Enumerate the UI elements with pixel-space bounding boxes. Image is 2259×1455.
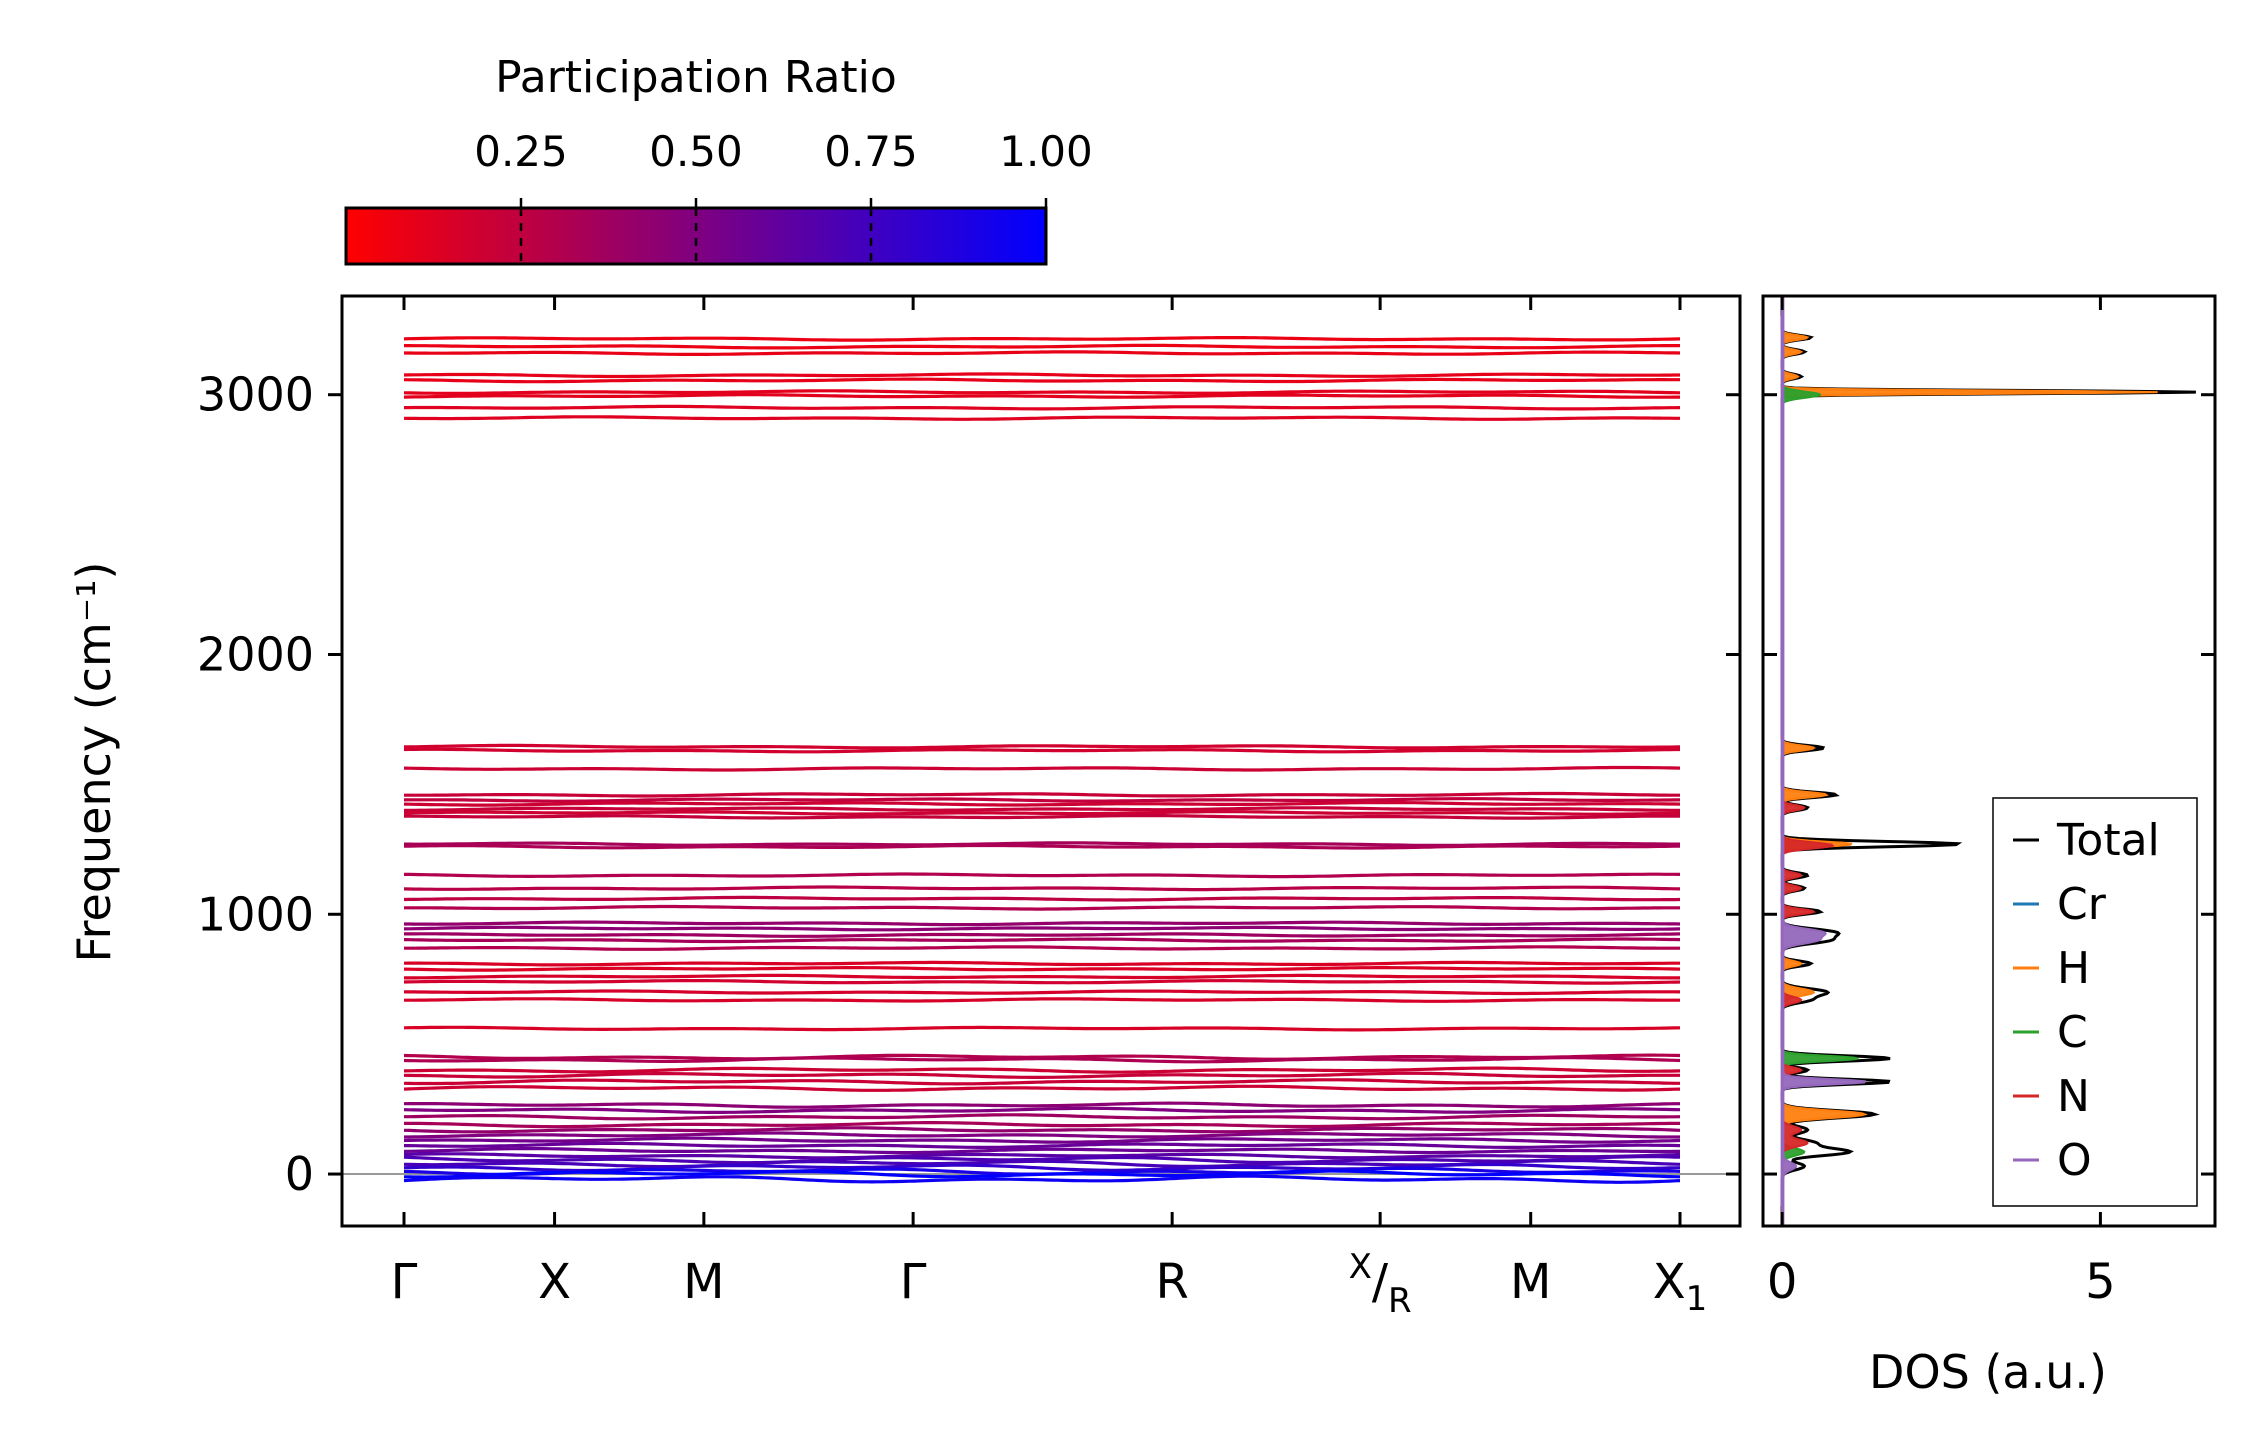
band-line xyxy=(403,415,1680,421)
band-line xyxy=(404,904,1680,911)
band-line xyxy=(404,932,1681,938)
colorbar-tick-label: 1.00 xyxy=(999,127,1093,176)
band-line xyxy=(403,966,1681,972)
band-line xyxy=(403,747,1680,754)
band-line xyxy=(404,989,1681,996)
dos-x-tick-label: 0 xyxy=(1767,1254,1798,1310)
band-line xyxy=(403,389,1681,395)
band-line xyxy=(404,997,1680,1003)
band-line xyxy=(403,1056,1681,1064)
band-line xyxy=(403,1106,1681,1114)
x-tick-label: Γ xyxy=(900,1254,927,1310)
band-line xyxy=(404,814,1680,820)
x-tick-label-part: X xyxy=(1349,1247,1372,1287)
x-tick-label: Γ xyxy=(391,1254,418,1310)
band-line xyxy=(404,343,1680,350)
colorbar: Participation Ratio 0.25 0.50 0.75 1.00 xyxy=(344,52,1093,266)
band-line xyxy=(404,806,1680,812)
x-tick-label-part: 1 xyxy=(1686,1279,1708,1319)
dos-plot-frame xyxy=(1761,294,2217,1228)
band-line xyxy=(403,843,1680,850)
band-line xyxy=(403,1147,1680,1155)
band-line xyxy=(403,393,1680,399)
band-line xyxy=(403,1174,1681,1184)
band-line xyxy=(404,1113,1681,1121)
band-line xyxy=(404,791,1680,798)
band-x-axis: Γ X M Γ R X/R M X1 xyxy=(391,296,1708,1321)
band-line xyxy=(403,1078,1680,1086)
y-tick-label: 3000 xyxy=(197,368,314,422)
legend-frame xyxy=(1992,797,2198,1207)
legend-label: O xyxy=(2057,1135,2092,1186)
band-line xyxy=(403,895,1681,902)
band-y-axis: 0 1000 2000 3000 xyxy=(197,368,1740,1201)
x-tick-label: X/R xyxy=(1349,1247,1412,1321)
legend-label: H xyxy=(2057,943,2090,994)
x-tick-label: X1 xyxy=(1653,1254,1708,1319)
band-line xyxy=(404,945,1680,951)
band-line xyxy=(404,404,1681,411)
band-line xyxy=(403,885,1681,892)
dos-x-tick-label: 5 xyxy=(2085,1254,2116,1310)
band-line xyxy=(404,350,1681,356)
band-line xyxy=(403,1084,1681,1092)
band-line xyxy=(403,1136,1681,1144)
colorbar-title: Participation Ratio xyxy=(495,52,897,103)
band-lines xyxy=(342,336,1740,1184)
x-tick-label-part: / xyxy=(1372,1254,1389,1310)
band-line xyxy=(404,920,1681,927)
x-tick-label: M xyxy=(683,1254,724,1310)
band-line xyxy=(403,1169,1681,1179)
colorbar-tick-label: 0.25 xyxy=(474,127,568,176)
band-line xyxy=(403,960,1680,967)
y-tick-label: 0 xyxy=(285,1147,314,1201)
y-tick-label: 1000 xyxy=(197,887,314,941)
band-line xyxy=(403,1071,1680,1079)
band-line xyxy=(404,1131,1680,1139)
band-line xyxy=(403,925,1681,932)
dos-curves xyxy=(1780,296,2196,1226)
band-line xyxy=(403,1154,1681,1165)
band-line xyxy=(403,801,1681,807)
band-line xyxy=(403,797,1680,803)
band-line xyxy=(403,377,1680,384)
band-line xyxy=(404,1141,1681,1149)
band-line xyxy=(404,973,1680,980)
x-tick-label-part: R xyxy=(1388,1281,1412,1321)
legend-label: Total xyxy=(2056,815,2160,866)
legend-label: Cr xyxy=(2057,879,2107,930)
band-line xyxy=(404,872,1681,879)
band-line xyxy=(403,743,1681,750)
band-line xyxy=(403,810,1681,816)
x-tick-label: X xyxy=(538,1254,571,1310)
band-line xyxy=(403,1025,1681,1032)
band-line xyxy=(403,1126,1681,1134)
band-line xyxy=(403,372,1680,379)
colorbar-tick-label: 0.50 xyxy=(649,127,743,176)
band-line xyxy=(403,1066,1681,1074)
band-line xyxy=(403,1152,1681,1160)
band-line xyxy=(403,978,1681,985)
legend-label: C xyxy=(2057,1007,2088,1058)
band-line xyxy=(403,937,1681,944)
band-line xyxy=(404,1121,1680,1129)
band-line xyxy=(403,1101,1680,1109)
colorbar-tick-label: 0.75 xyxy=(824,127,918,176)
legend-label: N xyxy=(2057,1071,2090,1122)
x-tick-label: M xyxy=(1510,1254,1551,1310)
dos-x-axis-label: DOS (a.u.) xyxy=(1869,1345,2107,1399)
band-line xyxy=(403,336,1681,342)
band-plot-frame xyxy=(340,294,1742,1228)
band-line xyxy=(403,765,1681,772)
x-tick-label: R xyxy=(1155,1254,1188,1310)
colorbar-ticks: 0.25 0.50 0.75 1.00 xyxy=(474,127,1093,264)
x-tick-label-part: X xyxy=(1653,1254,1686,1310)
y-tick-label: 2000 xyxy=(197,627,314,681)
y-axis-label: Frequency (cm⁻¹) xyxy=(67,562,121,963)
